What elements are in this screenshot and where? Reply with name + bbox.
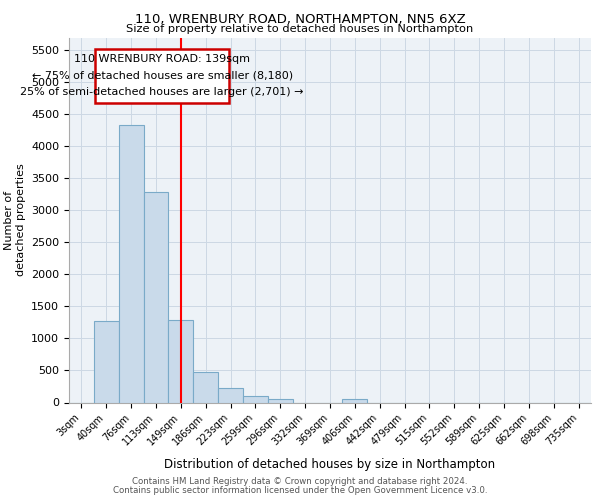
Y-axis label: Number of
detached properties: Number of detached properties (4, 164, 26, 276)
Bar (343, 398, 367, 402)
X-axis label: Distribution of detached houses by size in Northampton: Distribution of detached houses by size … (164, 458, 496, 471)
Bar (218, 388, 243, 402)
Text: 25% of semi-detached houses are larger (2,701) →: 25% of semi-detached houses are larger (… (20, 87, 304, 97)
Text: Size of property relative to detached houses in Northampton: Size of property relative to detached ho… (127, 24, 473, 34)
Bar (268, 398, 293, 402)
Bar (119, 125, 143, 402)
Text: 110, WRENBURY ROAD, NORTHAMPTON, NN5 6XZ: 110, WRENBURY ROAD, NORTHAMPTON, NN5 6XZ (134, 12, 466, 26)
FancyBboxPatch shape (95, 49, 229, 103)
Bar (94, 321, 119, 402)
Bar (169, 320, 193, 402)
Text: 110 WRENBURY ROAD: 139sqm: 110 WRENBURY ROAD: 139sqm (74, 54, 250, 64)
Bar (243, 396, 268, 402)
Bar (143, 192, 169, 402)
Text: ← 75% of detached houses are smaller (8,180): ← 75% of detached houses are smaller (8,… (32, 71, 293, 81)
Text: Contains HM Land Registry data © Crown copyright and database right 2024.: Contains HM Land Registry data © Crown c… (132, 477, 468, 486)
Text: Contains public sector information licensed under the Open Government Licence v3: Contains public sector information licen… (113, 486, 487, 495)
Bar (193, 372, 218, 402)
